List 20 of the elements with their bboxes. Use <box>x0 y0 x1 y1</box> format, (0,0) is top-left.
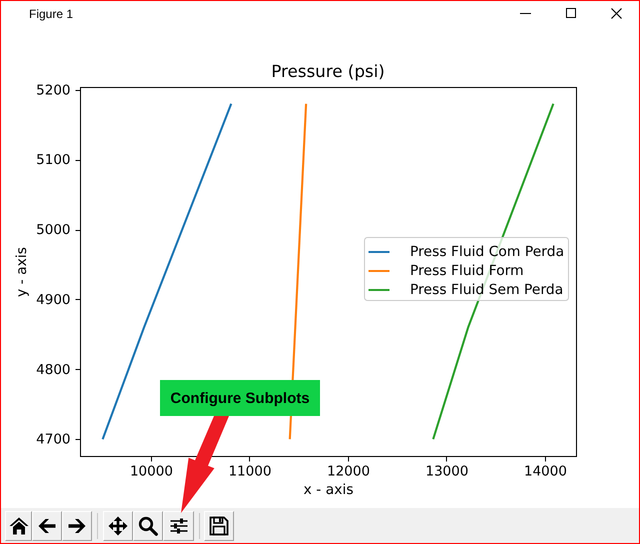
legend-label: Press Fluid Sem Perda <box>410 282 564 298</box>
y-tick-label: 4700 <box>36 432 70 448</box>
caption: Figure 1 <box>29 6 74 22</box>
y-tick-label: 4800 <box>36 362 70 378</box>
legend-label: Press Fluid Com Perda <box>410 244 564 260</box>
y-tick-label: 5100 <box>36 152 70 168</box>
x-axis-title: x - axis <box>304 482 354 498</box>
y-tick-label: 5000 <box>36 222 70 238</box>
x-tick-label: 14000 <box>524 464 567 480</box>
x-tick-label: 13000 <box>425 464 468 480</box>
chart-title: Pressure (psi) <box>271 61 385 82</box>
annotation: Configure Subplots <box>170 390 310 406</box>
y-tick-label: 4900 <box>36 292 70 308</box>
y-tick-label: 5200 <box>36 82 70 98</box>
callout-box: Configure Subplots <box>160 380 320 416</box>
y-axis-title: y - axis <box>14 247 30 297</box>
x-tick-label: 10000 <box>130 464 173 480</box>
x-tick-label: 12000 <box>326 464 370 480</box>
x-tick-label: 11000 <box>228 464 272 480</box>
legend-label: Press Fluid Form <box>410 263 524 279</box>
